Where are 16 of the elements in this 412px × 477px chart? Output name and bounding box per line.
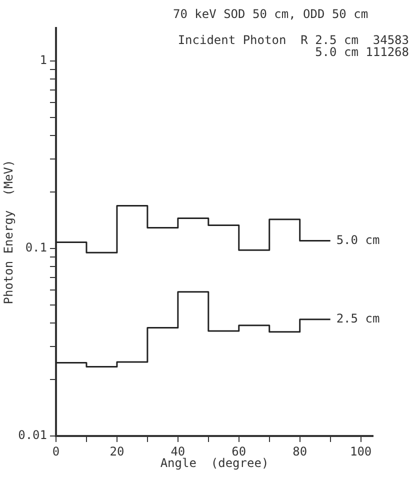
annotation: Incident Photon R 2.5 cm 34583 [178, 33, 409, 48]
x-tick-label: 60 [232, 444, 246, 458]
y-tick-label: 0.1 [25, 240, 47, 255]
annotation: 5.0 cm 111268 [315, 45, 409, 60]
x-axis-title: Angle (degree) [160, 456, 269, 470]
series-label: 5.0 cm [336, 232, 380, 247]
y-tick-label: 1 [40, 53, 47, 68]
x-tick-label: 0 [52, 444, 60, 458]
x-tick-label: 20 [110, 444, 124, 458]
series-label: 2.5 cm [336, 311, 380, 326]
x-tick-label: 40 [170, 444, 186, 458]
y-axis-title: Photon Energy (MeV) [1, 160, 16, 304]
x-tick-label: 100 [350, 444, 372, 458]
chart-title: 70 keV SOD 50 cm, ODD 50 cm [173, 7, 368, 22]
y-tick-label: 0.01 [18, 428, 47, 442]
x-tick-label: 80 [292, 444, 308, 458]
